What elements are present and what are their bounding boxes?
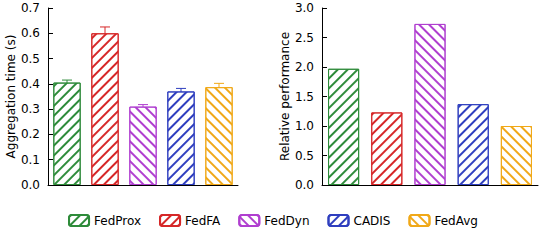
svg-text:Aggregation time (s): Aggregation time (s): [4, 35, 18, 159]
svg-text:CADIS: CADIS: [354, 214, 391, 228]
svg-text:0.5: 0.5: [295, 149, 314, 163]
svg-text:0.0: 0.0: [21, 178, 40, 192]
svg-text:FedFA: FedFA: [185, 214, 221, 228]
svg-text:0.1: 0.1: [21, 153, 40, 167]
svg-text:0.7: 0.7: [21, 1, 40, 15]
svg-text:FedAvg: FedAvg: [434, 214, 477, 228]
svg-text:1.0: 1.0: [295, 119, 314, 133]
svg-text:0.3: 0.3: [21, 102, 40, 116]
svg-text:0.0: 0.0: [295, 178, 314, 192]
svg-text:0.2: 0.2: [21, 127, 40, 141]
svg-text:FedDyn: FedDyn: [264, 214, 309, 228]
svg-text:0.5: 0.5: [21, 52, 40, 66]
svg-text:1.5: 1.5: [295, 90, 314, 104]
svg-text:0.4: 0.4: [21, 77, 40, 91]
svg-text:Relative performance: Relative performance: [278, 32, 292, 161]
svg-text:3.0: 3.0: [295, 1, 314, 15]
svg-text:0.6: 0.6: [21, 26, 40, 40]
svg-text:2.5: 2.5: [295, 31, 314, 45]
svg-text:FedProx: FedProx: [94, 214, 141, 228]
svg-text:2.0: 2.0: [295, 60, 314, 74]
